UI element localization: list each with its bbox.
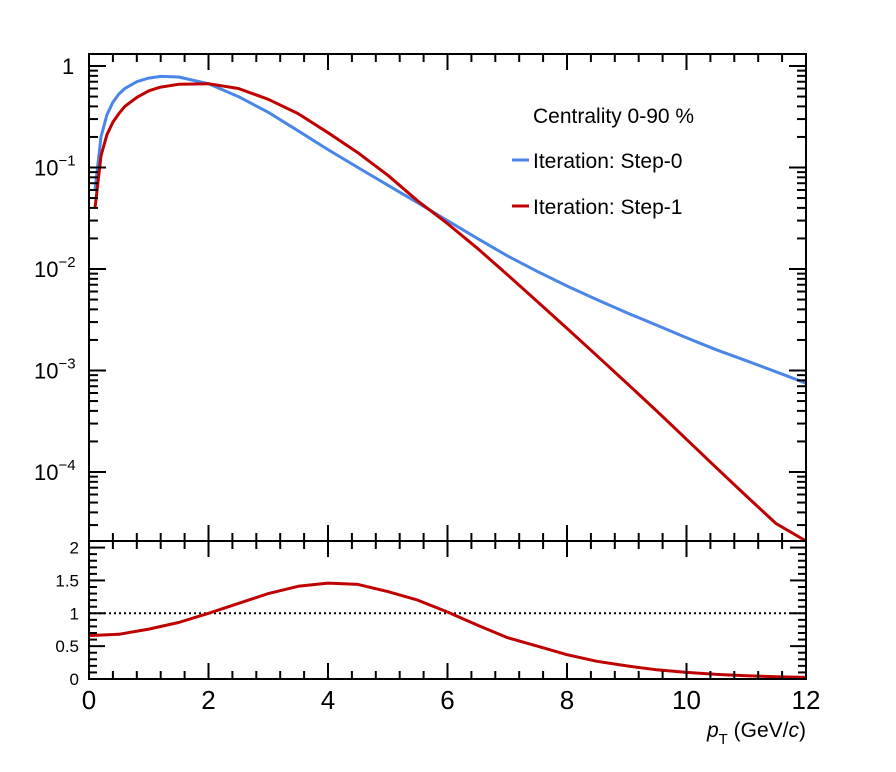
bottom-y-tick-label: 1 — [70, 604, 79, 623]
legend-label-step-0: Iteration: Step-0 — [533, 150, 682, 173]
top-y-tick-base: 10 — [34, 359, 58, 384]
x-axis-title-unit-open: (GeV/ — [728, 719, 789, 742]
x-tick-label: 0 — [82, 685, 96, 715]
series-line-step-1 — [93, 82, 807, 543]
top-y-tick-label: 10−3 — [34, 356, 76, 384]
top-y-tick-labels: 110−110−210−310−4 — [34, 54, 76, 485]
x-tick-label: 10 — [672, 685, 701, 715]
bottom-panel: 0 0.5 1 1.5 2 0 2 4 6 8 10 12 — [55, 539, 820, 715]
x-tick-labels: 0 2 4 6 8 10 12 — [82, 685, 821, 715]
top-y-tick-base: 1 — [62, 54, 74, 79]
top-y-tick-exponent: −1 — [58, 153, 75, 170]
top-y-tick-label: 10−1 — [34, 153, 76, 181]
top-ticks — [88, 54, 807, 541]
x-axis-title: pT (GeV/c) — [706, 719, 806, 748]
top-y-tick-exponent: −3 — [58, 356, 75, 373]
bottom-y-tick-labels: 0 0.5 1 1.5 2 — [55, 539, 79, 689]
top-y-tick-label: 10−4 — [34, 457, 76, 485]
x-tick-label: 6 — [440, 685, 454, 715]
top-y-tick-label: 10−2 — [34, 254, 76, 282]
top-y-tick-base: 10 — [34, 156, 58, 181]
x-tick-label: 8 — [560, 685, 574, 715]
legend: Centrality 0-90 % Iteration: Step-0 Iter… — [512, 105, 694, 219]
legend-header: Centrality 0-90 % — [533, 105, 694, 128]
x-axis-title-unit-close: ) — [799, 719, 806, 742]
top-y-tick-base: 10 — [34, 257, 58, 282]
top-curves — [93, 74, 807, 543]
top-y-tick-exponent: −4 — [58, 457, 75, 474]
bottom-plot-frame — [88, 540, 807, 680]
x-axis-title-main: p — [706, 719, 719, 742]
top-y-tick-label: 1 — [62, 54, 74, 79]
bottom-y-tick-label: 2 — [70, 539, 79, 558]
x-tick-label: 2 — [201, 685, 215, 715]
x-axis-title-unit-c: c — [789, 719, 800, 742]
top-y-tick-base: 10 — [34, 460, 58, 485]
bottom-y-tick-label: 0.5 — [55, 637, 79, 656]
top-y-tick-exponent: −2 — [58, 254, 75, 271]
x-axis-title-subscript: T — [719, 731, 728, 748]
bottom-y-tick-label: 1.5 — [55, 571, 79, 590]
top-panel: 110−110−210−310−4 — [34, 53, 807, 543]
series-line-step-0 — [93, 74, 807, 385]
x-tick-label: 4 — [321, 685, 335, 715]
x-tick-label: 12 — [792, 685, 821, 715]
legend-label-step-1: Iteration: Step-1 — [533, 196, 682, 219]
bottom-y-tick-label: 0 — [70, 670, 79, 689]
